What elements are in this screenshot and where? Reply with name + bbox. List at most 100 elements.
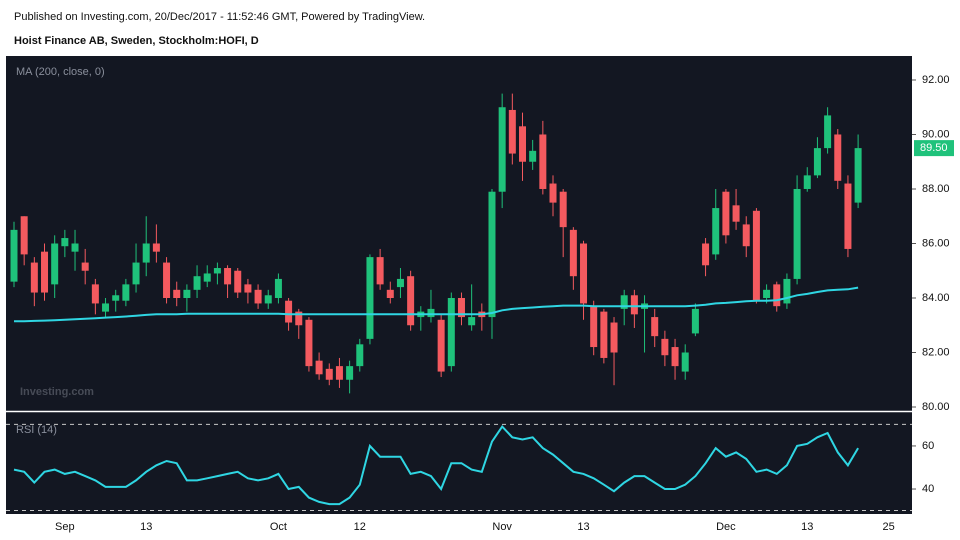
y-tick-label: 86.00 — [922, 237, 950, 249]
candle-body — [712, 208, 720, 255]
candle-body — [529, 150, 537, 162]
x-tick-label: 13 — [577, 521, 589, 533]
candle-body — [10, 229, 18, 282]
x-tick-label: 13 — [801, 521, 813, 533]
candle-body — [234, 270, 242, 293]
candle-body — [447, 297, 455, 367]
candle-body — [20, 216, 28, 255]
candle-body — [407, 276, 415, 326]
x-tick-label: Nov — [492, 521, 512, 533]
y-tick-label: 92.00 — [922, 74, 950, 86]
ma-line — [14, 286, 859, 323]
candle-body — [661, 338, 669, 356]
candle-body — [783, 278, 791, 304]
rsi-line — [13, 425, 859, 506]
candle-body — [519, 126, 526, 162]
candle-body — [285, 300, 293, 323]
candle-body — [763, 289, 771, 298]
candle-body — [264, 295, 272, 304]
candle-body — [468, 317, 476, 326]
candle-body — [366, 257, 374, 339]
candle-body — [722, 191, 730, 236]
candle-body — [163, 262, 171, 298]
candle-body — [51, 243, 59, 285]
candle-body — [193, 276, 201, 290]
watermark: Investing.com — [20, 386, 94, 398]
y-tick-label: 40 — [922, 483, 934, 495]
candle-body — [742, 224, 750, 247]
candle-body — [254, 289, 262, 304]
candle-body — [315, 360, 323, 375]
candle-body — [813, 148, 821, 176]
candle-body — [91, 284, 99, 304]
candle-body — [295, 311, 303, 326]
candle-body — [508, 109, 516, 154]
candle-body — [396, 278, 404, 288]
last-price-label: 89.50 — [920, 142, 948, 154]
candle-body — [681, 352, 689, 372]
x-tick-label: 12 — [354, 521, 366, 533]
ma-label: MA (200, close, 0) — [16, 66, 105, 78]
candle-body — [569, 229, 577, 277]
y-tick-label: 88.00 — [922, 183, 950, 195]
x-tick-label: Sep — [55, 521, 75, 533]
candle-body — [152, 243, 160, 252]
candle-body — [305, 319, 313, 367]
candle-body — [732, 205, 740, 222]
candle-body — [590, 306, 598, 348]
candle-body — [498, 107, 506, 192]
candle-body — [854, 148, 862, 203]
candle-body — [213, 268, 221, 274]
candle-body — [183, 289, 191, 298]
candle-body — [376, 257, 384, 285]
candle-body — [203, 273, 211, 282]
candle-body — [224, 268, 232, 285]
candle-body — [274, 278, 282, 298]
candle-body — [752, 210, 760, 301]
candle-body — [580, 243, 588, 304]
candle-body — [651, 317, 659, 337]
y-tick-label: 60 — [922, 440, 934, 452]
candle-body — [630, 295, 638, 315]
y-tick-label: 84.00 — [922, 292, 950, 304]
candle-body — [610, 322, 618, 353]
candle-body — [112, 295, 120, 301]
candle-body — [356, 344, 364, 367]
chart-title: Hoist Finance AB, Sweden, Stockholm:HOFI… — [14, 35, 259, 47]
candle-body — [437, 319, 445, 372]
candle-body — [457, 297, 465, 318]
candle-body — [61, 238, 69, 247]
candle-body — [539, 134, 547, 189]
last-price-box — [914, 140, 954, 157]
candle-body — [488, 191, 496, 318]
candle-body — [702, 243, 710, 266]
candle-body — [71, 243, 79, 252]
x-tick-label: 13 — [140, 521, 152, 533]
candle-body — [427, 308, 435, 318]
candle-body — [142, 243, 150, 263]
candle-body — [325, 368, 333, 380]
candle-body — [671, 347, 679, 367]
candle-body — [793, 188, 801, 279]
x-tick-label: Oct — [270, 521, 287, 533]
candle-body — [600, 311, 608, 358]
candle-body — [41, 251, 49, 293]
candle-body — [549, 183, 557, 203]
y-tick-label: 90.00 — [922, 128, 950, 140]
candle-body — [834, 134, 842, 181]
candle-body — [346, 366, 354, 380]
candle-body — [102, 303, 110, 312]
y-tick-label: 80.00 — [922, 401, 950, 413]
candle-body — [803, 175, 811, 189]
candle-body — [386, 289, 394, 298]
rsi-label: RSI (14) — [16, 424, 57, 436]
candle-body — [335, 366, 343, 380]
y-tick-label: 82.00 — [922, 346, 950, 358]
candle-body — [844, 183, 852, 249]
candle-body — [620, 295, 628, 309]
x-tick-label: Dec — [716, 521, 736, 533]
candle-body — [122, 284, 130, 301]
candle-body — [559, 191, 567, 228]
candle-body — [824, 115, 832, 149]
